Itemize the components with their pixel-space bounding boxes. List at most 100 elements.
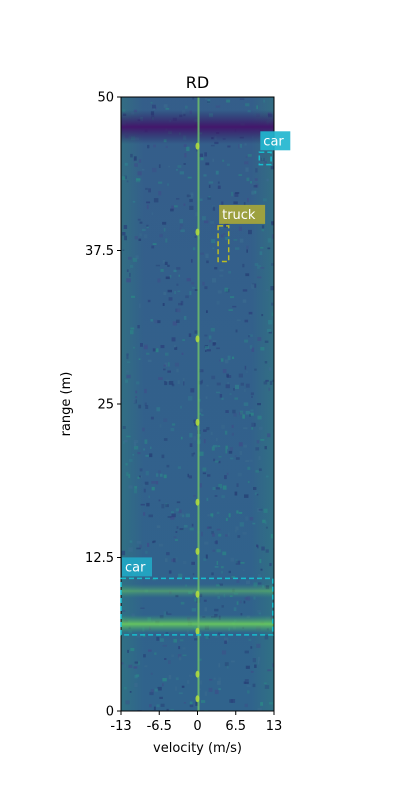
noise-speck <box>243 569 245 571</box>
zero-velocity-peak <box>196 499 200 506</box>
noise-speck <box>254 369 257 371</box>
noise-speck <box>124 440 128 442</box>
noise-speck <box>219 269 223 271</box>
noise-speck <box>254 191 256 194</box>
zero-velocity-peak <box>196 548 200 555</box>
noise-speck <box>182 686 185 688</box>
noise-speck <box>259 456 261 460</box>
noise-speck <box>243 289 247 291</box>
noise-speck <box>133 347 135 349</box>
noise-speck <box>205 163 209 166</box>
noise-speck <box>225 534 228 536</box>
noise-speck <box>205 346 209 349</box>
noise-speck <box>206 396 208 399</box>
noise-speck <box>246 666 250 669</box>
noise-speck <box>225 662 229 666</box>
noise-speck <box>236 510 238 513</box>
noise-speck <box>203 558 206 561</box>
noise-speck <box>225 360 229 364</box>
noise-speck <box>151 689 154 692</box>
noise-speck <box>266 289 269 291</box>
noise-speck <box>216 487 220 489</box>
noise-speck <box>181 301 184 305</box>
noise-speck <box>260 267 264 269</box>
noise-speck <box>213 445 217 448</box>
noise-speck <box>163 645 167 647</box>
noise-speck <box>184 153 186 157</box>
noise-speck <box>267 248 270 250</box>
noise-speck <box>178 165 182 168</box>
noise-speck <box>246 581 250 585</box>
noise-speck <box>264 381 268 384</box>
noise-speck <box>141 504 145 506</box>
noise-speck <box>221 358 224 361</box>
noise-speck <box>179 692 183 694</box>
noise-speck <box>167 265 170 267</box>
noise-speck <box>189 333 191 337</box>
noise-speck <box>156 637 159 641</box>
noise-speck <box>164 475 167 479</box>
noise-speck <box>158 191 161 195</box>
noise-speck <box>207 101 210 103</box>
noise-speck <box>192 524 194 527</box>
y-tick-label: 25 <box>97 398 114 413</box>
noise-speck <box>228 271 231 273</box>
noise-speck <box>251 396 253 398</box>
noise-speck <box>205 350 207 352</box>
noise-speck <box>268 238 272 242</box>
noise-speck <box>145 440 148 444</box>
noise-speck <box>148 188 151 192</box>
noise-speck <box>189 675 192 677</box>
noise-speck <box>213 487 216 490</box>
noise-speck <box>193 453 195 455</box>
noise-speck <box>235 492 238 496</box>
noise-speck <box>142 169 145 171</box>
noise-speck <box>176 284 178 286</box>
noise-speck <box>183 655 187 657</box>
noise-speck <box>126 472 128 476</box>
noise-speck <box>146 202 150 204</box>
noise-speck <box>257 610 261 613</box>
noise-speck <box>206 310 208 313</box>
noise-speck <box>183 381 185 385</box>
noise-speck <box>226 100 230 103</box>
noise-speck <box>176 267 180 270</box>
noise-speck <box>207 385 209 387</box>
noise-speck <box>262 158 264 161</box>
noise-speck <box>151 246 154 249</box>
noise-speck <box>130 330 134 334</box>
noise-speck <box>204 542 208 545</box>
detection-label-truck: truck <box>222 208 256 223</box>
noise-speck <box>147 145 149 148</box>
noise-speck <box>211 239 215 243</box>
noise-speck <box>159 164 161 168</box>
noise-speck <box>176 508 179 511</box>
noise-speck <box>134 683 137 687</box>
noise-speck <box>126 375 130 378</box>
noise-speck <box>143 448 145 450</box>
noise-speck <box>148 300 151 302</box>
noise-speck <box>237 601 239 605</box>
noise-speck <box>201 700 205 703</box>
noise-speck <box>134 163 138 167</box>
noise-speck <box>260 247 263 249</box>
noise-speck <box>236 579 239 583</box>
noise-speck <box>160 424 162 427</box>
noise-speck <box>199 413 201 415</box>
noise-speck <box>181 437 183 440</box>
noise-speck <box>139 239 142 241</box>
noise-speck <box>154 707 156 711</box>
noise-speck <box>144 345 148 347</box>
noise-speck <box>249 460 252 462</box>
noise-speck <box>230 447 233 451</box>
noise-speck <box>135 236 138 239</box>
noise-speck <box>239 374 243 378</box>
noise-speck <box>229 309 233 311</box>
noise-speck <box>246 156 248 158</box>
noise-speck <box>235 247 239 250</box>
noise-speck <box>176 308 181 312</box>
noise-speck <box>152 487 155 491</box>
noise-speck <box>206 261 209 264</box>
noise-speck <box>130 328 134 330</box>
noise-speck <box>135 675 138 678</box>
